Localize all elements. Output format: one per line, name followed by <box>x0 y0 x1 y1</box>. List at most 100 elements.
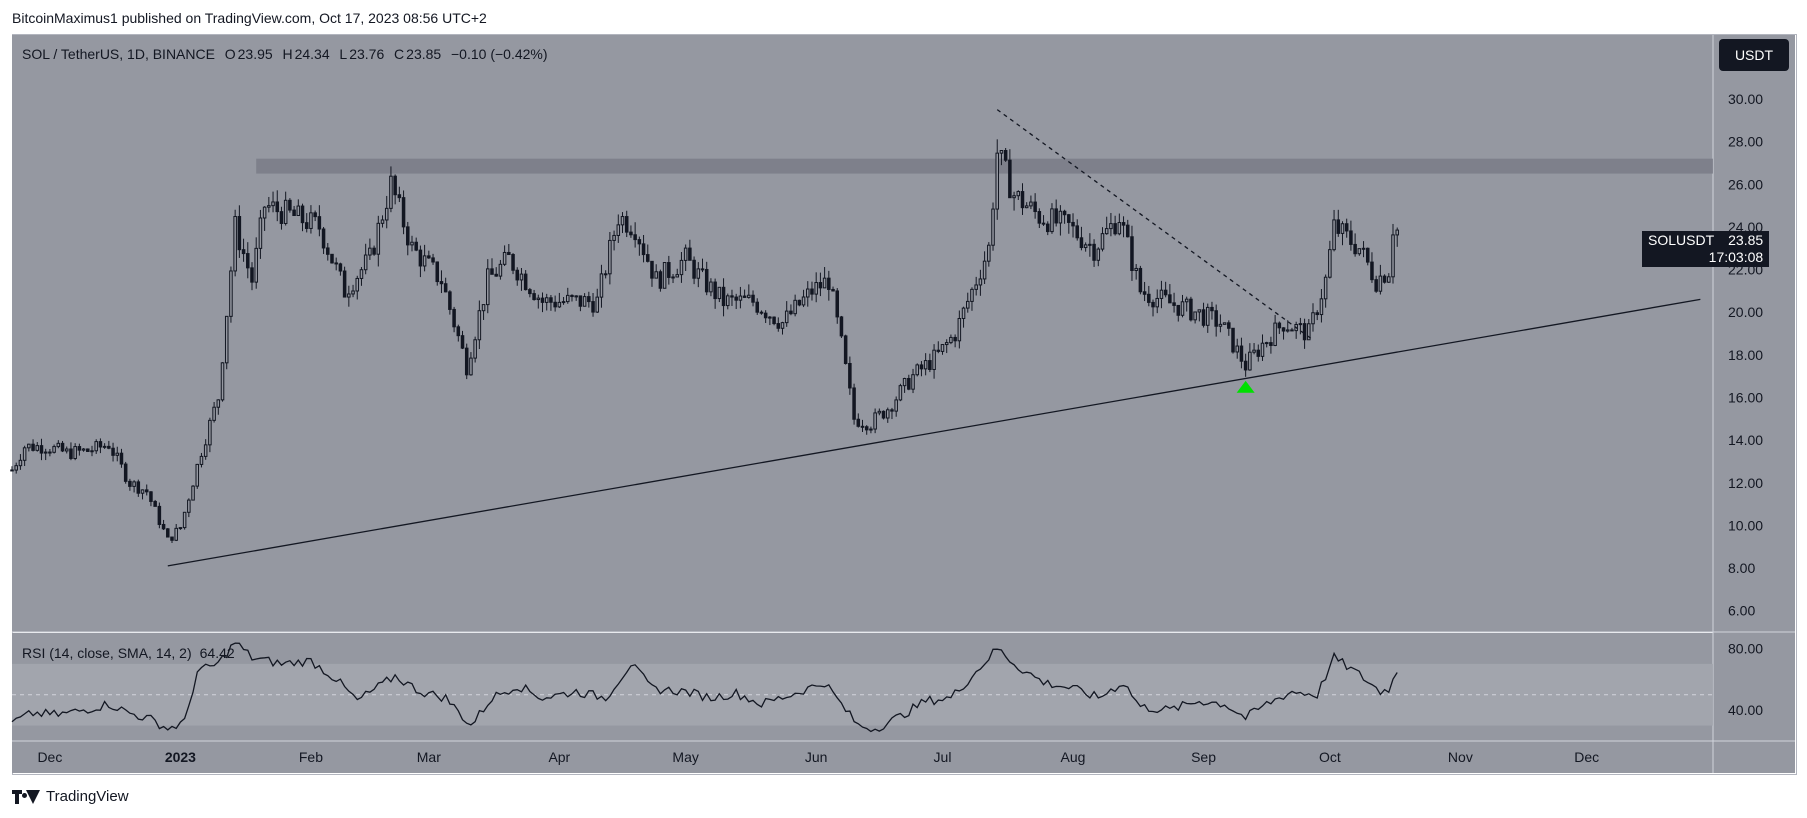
candle-body <box>974 284 978 290</box>
candle-body <box>709 281 713 293</box>
candle-body <box>751 294 755 303</box>
candle-body <box>696 268 701 279</box>
price-pane-background <box>12 35 1713 632</box>
candle-body <box>1121 222 1126 226</box>
candle-body <box>296 205 301 217</box>
candle-body <box>629 231 633 236</box>
candle-body <box>1125 224 1130 238</box>
candle-body <box>1370 261 1374 281</box>
candle-body <box>464 347 469 376</box>
candle-body <box>873 412 877 430</box>
candle-body <box>473 339 477 359</box>
time-tick-label: May <box>672 749 698 765</box>
candle-body <box>995 152 999 210</box>
rsi-tick-label: 40.00 <box>1728 702 1763 718</box>
candle-body <box>10 469 14 472</box>
candle-body <box>688 247 692 261</box>
candle-body <box>1117 222 1122 235</box>
candle-body <box>1071 221 1075 227</box>
candle-body <box>730 295 734 298</box>
candle-body <box>1231 327 1235 353</box>
time-tick-label: Nov <box>1448 749 1473 765</box>
symbol-title: SOL / TetherUS, 1D, BINANCE <box>22 46 215 62</box>
candle-body <box>115 452 120 456</box>
candle-body <box>380 219 385 224</box>
candle-body <box>641 243 646 256</box>
candle-body <box>561 301 566 304</box>
candle-body <box>1290 329 1294 332</box>
candle-body <box>376 222 381 255</box>
candle-body <box>553 301 557 308</box>
candle-body <box>22 447 27 461</box>
price-tick-label: 12.00 <box>1728 475 1763 491</box>
candle-body <box>86 448 90 452</box>
candle-body <box>1134 267 1138 272</box>
ascending-support-line <box>167 298 1701 567</box>
candle-body <box>662 262 667 289</box>
candle-body <box>1214 310 1218 327</box>
candle-body <box>978 278 983 286</box>
candle-body <box>178 527 183 530</box>
candle-body <box>957 318 962 342</box>
candle-body <box>431 257 435 263</box>
candle-body <box>102 445 107 448</box>
candle-body <box>1315 312 1319 316</box>
candle-body <box>1227 322 1231 329</box>
candle-body <box>717 286 722 300</box>
brand-label: TradingView <box>46 788 129 805</box>
price-tick-label: 28.00 <box>1728 134 1763 150</box>
candle-body <box>1050 208 1054 233</box>
candle-body <box>1302 323 1307 341</box>
candle-body <box>1096 248 1101 261</box>
candle-body <box>1155 297 1159 308</box>
candle-body <box>1142 291 1147 295</box>
candle-body <box>1248 351 1252 371</box>
candle-body <box>1298 323 1303 326</box>
candle-body <box>528 289 532 295</box>
candle-body <box>246 253 250 269</box>
candle-body <box>300 205 305 224</box>
candle-body <box>856 418 861 427</box>
candle-body <box>1184 298 1189 303</box>
close-value: 23.85 <box>406 46 442 62</box>
candle-body <box>1172 302 1176 306</box>
candle-body <box>612 234 616 241</box>
candle-body <box>321 228 326 249</box>
price-tick-label: 18.00 <box>1728 347 1763 363</box>
candle-body <box>452 308 456 328</box>
candle-body <box>401 197 406 228</box>
candle-body <box>768 316 772 319</box>
candle-body <box>801 296 806 306</box>
candle-body <box>1151 301 1155 308</box>
candle-body <box>203 444 208 457</box>
candle-body <box>991 208 995 246</box>
candle-body <box>427 255 431 259</box>
candle-body <box>1130 236 1134 272</box>
candle-body <box>498 263 503 277</box>
candle-body <box>759 311 764 314</box>
candle-body <box>90 450 94 453</box>
low-label: L <box>339 46 348 62</box>
candle-body <box>1336 219 1341 234</box>
candle-body <box>347 293 351 298</box>
symbol-legend: SOL / TetherUS, 1D, BINANCE O 23.95 H 24.3… <box>22 46 550 62</box>
currency-button[interactable]: USDT <box>1719 39 1789 71</box>
candle-body <box>157 505 162 525</box>
time-tick-label: Apr <box>548 749 570 765</box>
candle-body <box>582 296 587 307</box>
candle-body <box>469 357 473 376</box>
candle-body <box>1083 244 1088 249</box>
candle-body <box>208 419 212 446</box>
candle-body <box>250 267 254 283</box>
candle-body <box>557 301 562 308</box>
tradingview-brand[interactable]: TradingView <box>12 788 129 805</box>
candle-body <box>397 194 402 199</box>
open-value: 23.95 <box>237 46 273 62</box>
candle-body <box>1239 345 1244 362</box>
candle-body <box>460 335 465 349</box>
candle-body <box>1285 329 1290 332</box>
candle-body <box>39 445 44 454</box>
candle-body <box>414 241 418 251</box>
candle-body <box>292 209 296 217</box>
